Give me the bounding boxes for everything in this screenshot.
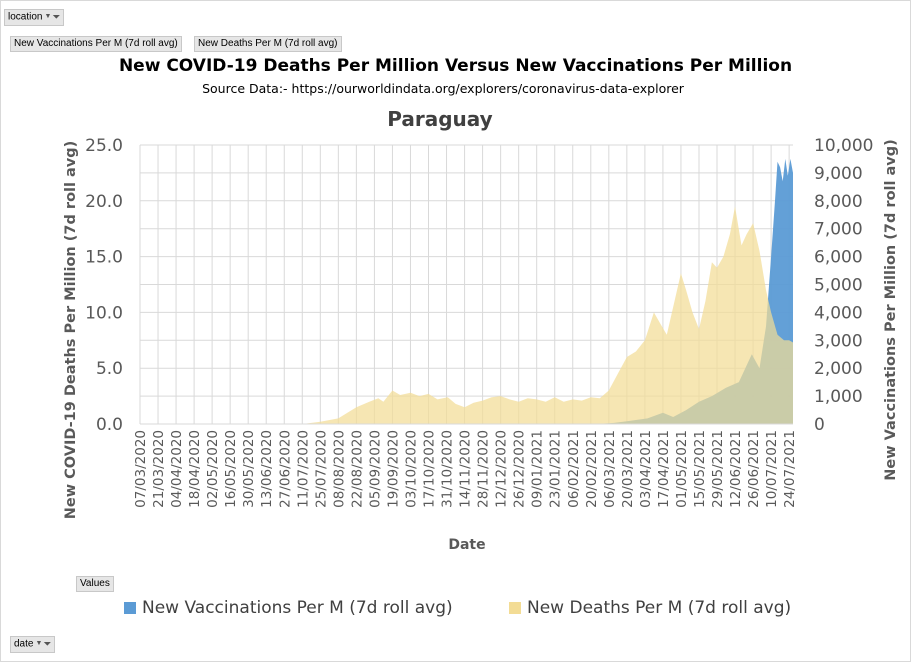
x-tick-label: 06/02/2021 — [566, 430, 582, 508]
chart-title: New COVID-19 Deaths Per Million Versus N… — [118, 56, 793, 76]
x-tick-label: 16/05/2020 — [223, 430, 239, 508]
x-tick-label: 03/10/2020 — [403, 430, 419, 508]
x-axis-title: Date — [448, 537, 485, 553]
chevron-down-icon: ▼ — [35, 640, 43, 647]
legend-swatch-deaths — [509, 602, 521, 614]
y-right-tick-label: 1,000 — [814, 387, 863, 407]
legend-swatch-vaccinations — [124, 602, 136, 614]
x-tick-label: 04/04/2020 — [169, 430, 185, 508]
value-field-vaccinations-label: New Vaccinations Per M (7d roll avg) — [14, 38, 178, 49]
x-tick-label: 29/05/2021 — [710, 430, 726, 508]
x-tick-label: 31/10/2020 — [440, 430, 456, 508]
y-left-tick-label: 25.0 — [85, 136, 123, 156]
x-tick-label: 02/05/2020 — [205, 430, 221, 508]
y-right-tick-label: 7,000 — [814, 220, 863, 240]
x-tick-label: 30/05/2020 — [241, 430, 257, 508]
y-right-tick-label: 2,000 — [814, 359, 863, 379]
x-tick-label: 25/07/2020 — [313, 430, 329, 508]
y-right-tick-label: 9,000 — [814, 164, 863, 184]
filter-icon: ⏷ — [52, 11, 61, 23]
legend-item-deaths: New Deaths Per M (7d roll avg) — [509, 598, 791, 618]
x-tick-label: 13/06/2020 — [259, 430, 275, 508]
y-left-tick-label: 20.0 — [85, 192, 123, 212]
x-tick-label: 10/07/2021 — [764, 430, 780, 508]
value-field-vaccinations[interactable]: New Vaccinations Per M (7d roll avg) — [10, 36, 182, 52]
date-filter-label: date — [14, 638, 34, 650]
x-tick-label: 01/05/2021 — [674, 430, 690, 508]
x-tick-label: 03/04/2021 — [638, 430, 654, 508]
location-filter-button[interactable]: location ▼⏷ — [4, 9, 65, 26]
y-right-axis-title: New Vaccinations Per Million (7d roll av… — [883, 139, 899, 481]
values-field-button[interactable]: Values — [76, 576, 114, 592]
x-tick-label: 28/11/2020 — [476, 430, 492, 508]
legend-label-vaccinations: New Vaccinations Per M (7d roll avg) — [142, 598, 453, 618]
y-left-axis-title: New COVID-19 Deaths Per Million (7d roll… — [63, 141, 79, 520]
x-tick-label: 11/07/2020 — [295, 430, 311, 508]
y-right-tick-label: 10,000 — [814, 136, 873, 156]
y-left-tick-label: 15.0 — [85, 248, 123, 268]
y-right-tick-label: 4,000 — [814, 303, 863, 323]
x-tick-label: 06/03/2021 — [602, 430, 618, 508]
location-filter-label: location — [8, 11, 43, 23]
x-tick-label: 17/04/2021 — [656, 430, 672, 508]
chart-subtitle: Source Data:- https://ourworldindata.org… — [202, 81, 684, 96]
location-title: Paraguay — [387, 107, 493, 131]
chevron-down-icon: ▼ — [44, 13, 52, 20]
x-tick-label: 12/06/2021 — [728, 430, 744, 508]
x-tick-label: 14/11/2020 — [458, 430, 474, 508]
x-tick-label: 18/04/2020 — [187, 430, 203, 508]
filter-icon: ⏷ — [43, 638, 52, 650]
x-tick-label: 17/10/2020 — [422, 430, 438, 508]
y-right-tick-label: 0 — [814, 415, 825, 435]
x-tick-label: 08/08/2020 — [331, 430, 347, 508]
legend-label-deaths: New Deaths Per M (7d roll avg) — [527, 598, 792, 618]
x-tick-label: 12/12/2020 — [494, 430, 510, 508]
x-tick-label: 27/06/2020 — [277, 430, 293, 508]
y-left-tick-label: 5.0 — [96, 359, 123, 379]
y-right-tick-label: 3,000 — [814, 331, 863, 351]
legend-item-vaccinations: New Vaccinations Per M (7d roll avg) — [124, 598, 453, 618]
x-tick-label: 20/02/2021 — [584, 430, 600, 508]
x-tick-label: 09/01/2021 — [530, 430, 546, 508]
x-tick-label: 15/05/2021 — [692, 430, 708, 508]
x-tick-label: 26/06/2021 — [746, 430, 762, 508]
x-tick-label: 21/03/2020 — [151, 430, 167, 508]
y-left-tick-label: 0.0 — [96, 415, 123, 435]
x-tick-label: 20/03/2021 — [620, 430, 636, 508]
x-tick-label: 19/09/2020 — [385, 430, 401, 508]
values-field-label: Values — [80, 578, 110, 589]
date-filter-button[interactable]: date ▼⏷ — [10, 636, 56, 653]
value-field-deaths[interactable]: New Deaths Per M (7d roll avg) — [194, 36, 342, 52]
y-right-tick-label: 6,000 — [814, 248, 863, 268]
x-tick-label: 22/08/2020 — [349, 430, 365, 508]
x-tick-label: 23/01/2021 — [548, 430, 564, 508]
x-tick-label: 26/12/2020 — [512, 430, 528, 508]
series-area-deaths — [140, 206, 793, 424]
y-left-tick-label: 10.0 — [85, 303, 123, 323]
y-right-tick-label: 5,000 — [814, 276, 863, 296]
x-tick-label: 24/07/2021 — [782, 430, 798, 508]
y-right-tick-label: 8,000 — [814, 192, 863, 212]
x-tick-label: 05/09/2020 — [367, 430, 383, 508]
x-tick-label: 07/03/2020 — [133, 430, 149, 508]
value-field-deaths-label: New Deaths Per M (7d roll avg) — [198, 38, 338, 49]
